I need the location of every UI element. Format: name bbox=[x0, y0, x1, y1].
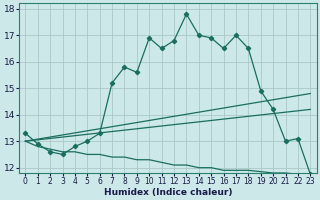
X-axis label: Humidex (Indice chaleur): Humidex (Indice chaleur) bbox=[104, 188, 232, 197]
